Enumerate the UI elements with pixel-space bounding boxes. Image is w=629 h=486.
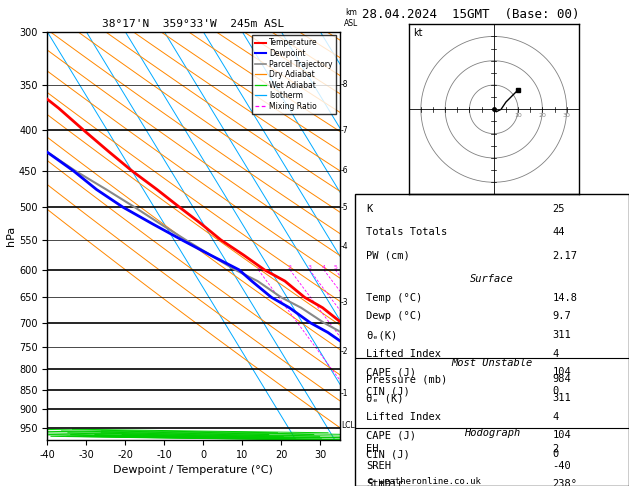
Text: 104: 104 <box>552 431 571 440</box>
Text: -40: -40 <box>552 461 571 471</box>
Text: EH: EH <box>366 444 379 453</box>
Text: 25: 25 <box>552 204 565 214</box>
Text: 14.8: 14.8 <box>552 293 577 303</box>
Text: -1: -1 <box>341 389 348 398</box>
Text: 311: 311 <box>552 330 571 340</box>
Text: K: K <box>366 204 372 214</box>
Text: CIN (J): CIN (J) <box>366 449 410 459</box>
Text: -8: -8 <box>341 80 348 89</box>
Text: 104: 104 <box>552 367 571 378</box>
Text: θₑ(K): θₑ(K) <box>366 330 398 340</box>
Text: Dewp (°C): Dewp (°C) <box>366 312 423 322</box>
Text: Hodograph: Hodograph <box>464 429 520 438</box>
Text: 2: 2 <box>552 444 559 453</box>
Text: -2: -2 <box>341 347 348 356</box>
Text: Lifted Index: Lifted Index <box>366 349 442 359</box>
Text: 44: 44 <box>552 227 565 237</box>
Text: 9.7: 9.7 <box>552 312 571 322</box>
X-axis label: Dewpoint / Temperature (°C): Dewpoint / Temperature (°C) <box>113 465 274 475</box>
Text: SREH: SREH <box>366 461 391 471</box>
Text: 0: 0 <box>552 449 559 459</box>
Text: Surface: Surface <box>470 274 514 284</box>
Text: 2: 2 <box>288 265 292 270</box>
Text: kt: kt <box>414 29 423 38</box>
Text: 0: 0 <box>552 386 559 396</box>
Text: Totals Totals: Totals Totals <box>366 227 448 237</box>
Text: CAPE (J): CAPE (J) <box>366 431 416 440</box>
Text: 311: 311 <box>552 393 571 403</box>
Text: 1: 1 <box>257 265 260 270</box>
Text: 10: 10 <box>514 113 522 118</box>
Text: 30: 30 <box>563 113 571 118</box>
Text: 3: 3 <box>308 265 311 270</box>
Text: © weatheronline.co.uk: © weatheronline.co.uk <box>368 477 481 486</box>
Text: 20: 20 <box>538 113 547 118</box>
Text: StmDir: StmDir <box>366 479 404 486</box>
Text: CAPE (J): CAPE (J) <box>366 367 416 378</box>
Text: 238°: 238° <box>552 479 577 486</box>
Text: θₑ (K): θₑ (K) <box>366 393 404 403</box>
Text: -7: -7 <box>341 126 348 135</box>
Text: 2.17: 2.17 <box>552 251 577 260</box>
Text: LCL: LCL <box>341 421 355 431</box>
Legend: Temperature, Dewpoint, Parcel Trajectory, Dry Adiabat, Wet Adiabat, Isotherm, Mi: Temperature, Dewpoint, Parcel Trajectory… <box>252 35 336 114</box>
Text: Lifted Index: Lifted Index <box>366 412 442 422</box>
Text: -5: -5 <box>341 203 348 211</box>
Text: 5: 5 <box>333 265 337 270</box>
Text: -3: -3 <box>341 298 348 307</box>
Text: 984: 984 <box>552 375 571 384</box>
Title: 38°17'N  359°33'W  245m ASL: 38°17'N 359°33'W 245m ASL <box>103 19 284 30</box>
Text: Pressure (mb): Pressure (mb) <box>366 375 448 384</box>
Text: Temp (°C): Temp (°C) <box>366 293 423 303</box>
Y-axis label: hPa: hPa <box>6 226 16 246</box>
Text: -6: -6 <box>341 166 348 175</box>
Text: PW (cm): PW (cm) <box>366 251 410 260</box>
Text: Most Unstable: Most Unstable <box>452 359 533 368</box>
Text: CIN (J): CIN (J) <box>366 386 410 396</box>
Text: 4: 4 <box>322 265 326 270</box>
Text: 4: 4 <box>552 349 559 359</box>
Text: 4: 4 <box>552 412 559 422</box>
Text: km
ASL: km ASL <box>344 8 359 28</box>
Text: -4: -4 <box>341 242 348 251</box>
Text: 28.04.2024  15GMT  (Base: 00): 28.04.2024 15GMT (Base: 00) <box>362 8 579 21</box>
